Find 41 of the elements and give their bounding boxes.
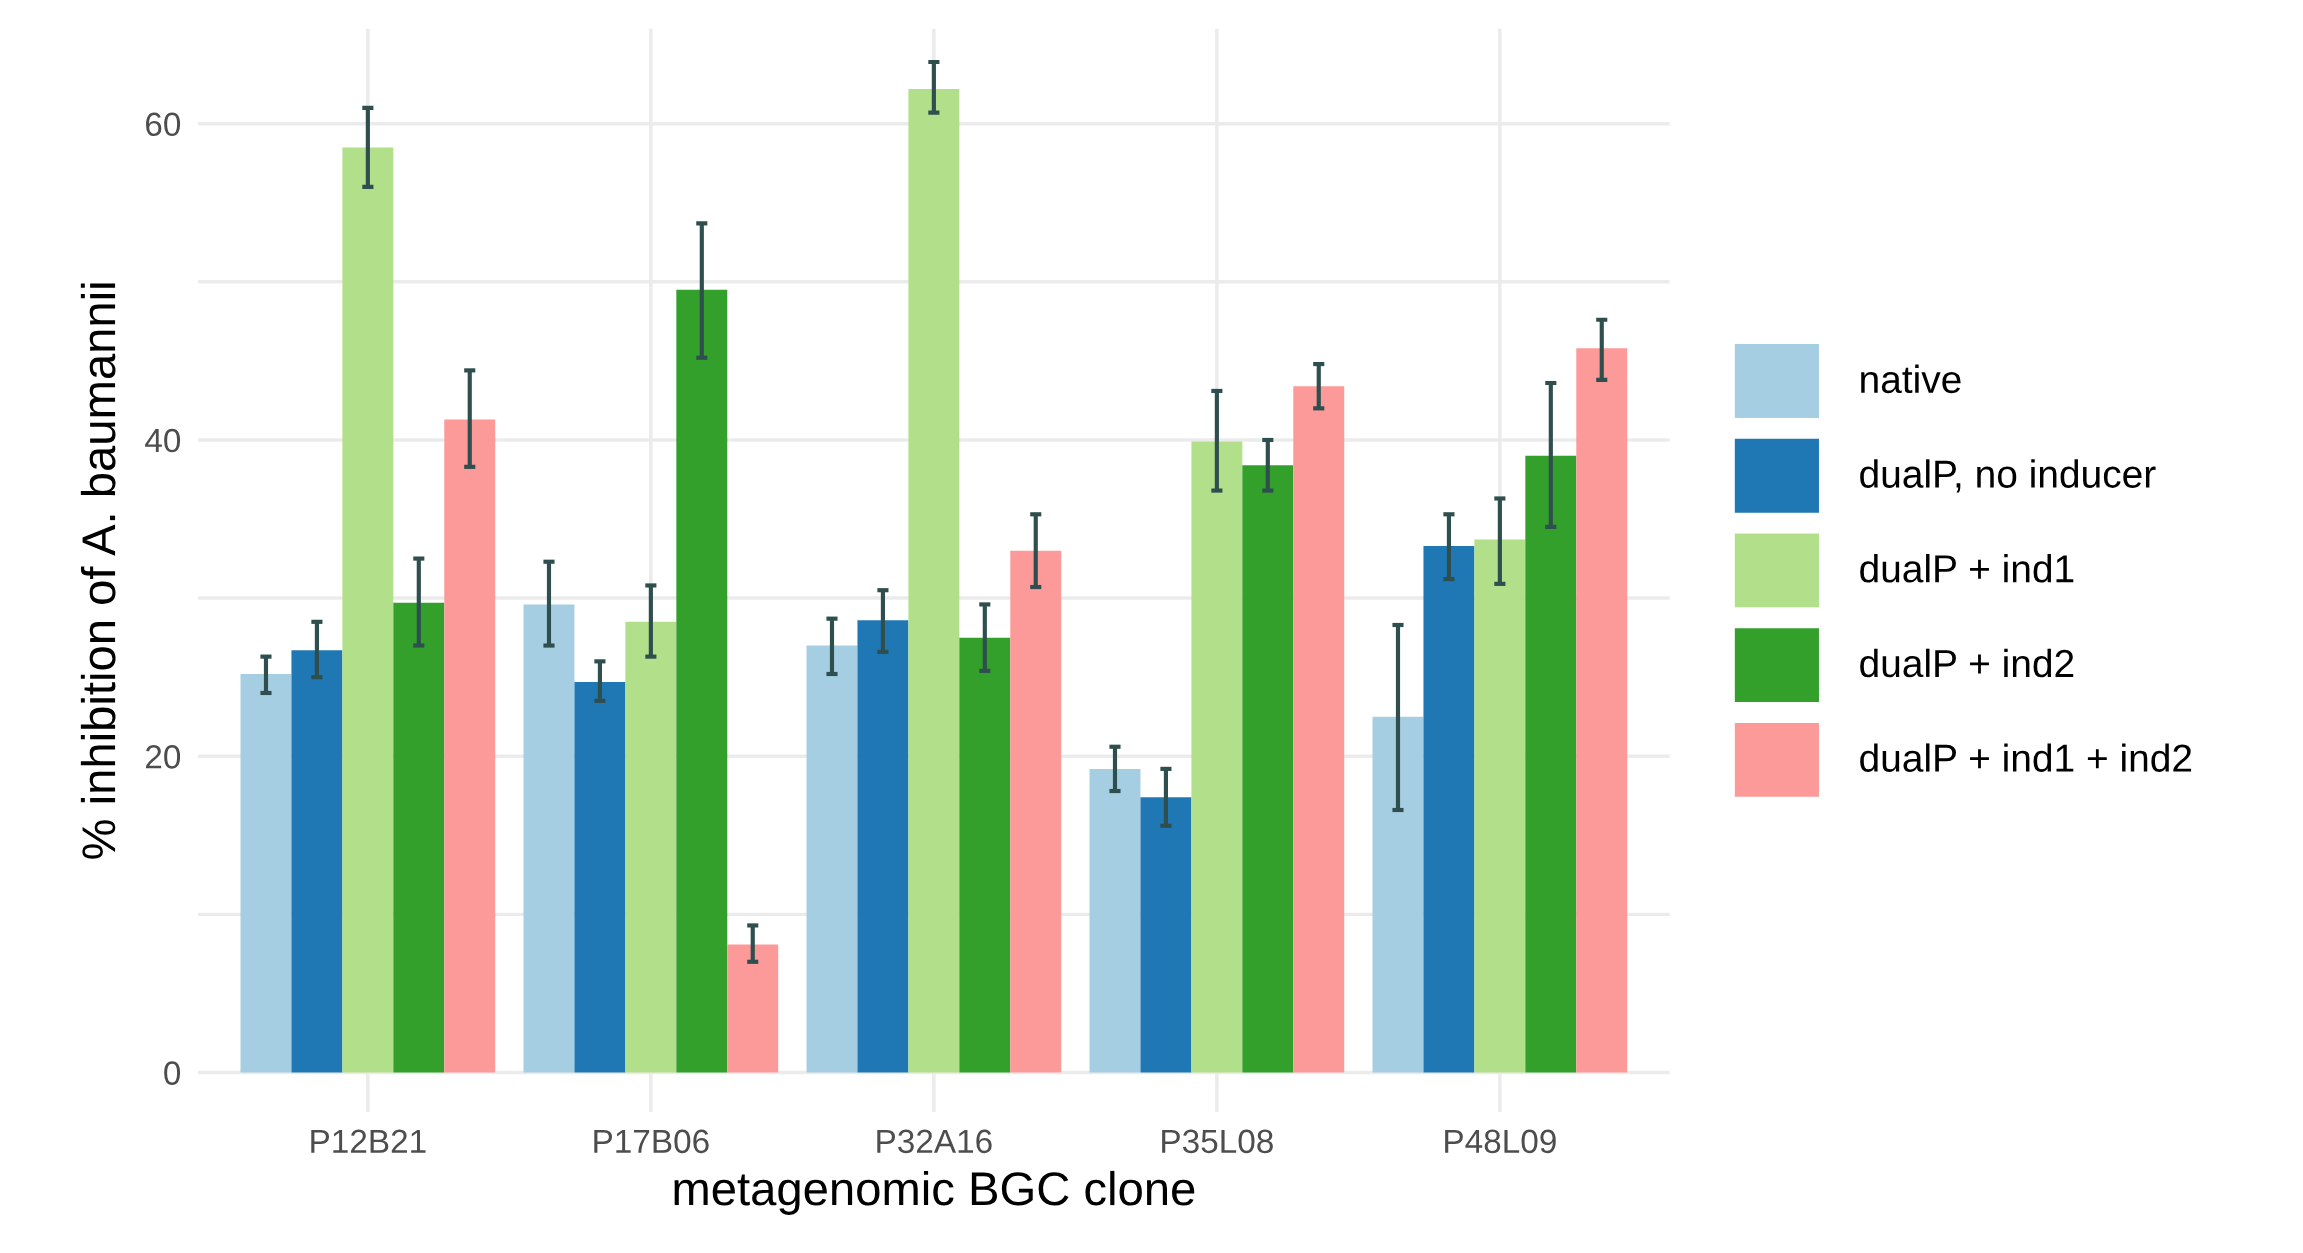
x-tick-label: P12B21 — [311, 1129, 426, 1153]
bar — [727, 944, 779, 1073]
bar — [676, 289, 728, 1073]
bar — [444, 419, 496, 1073]
legend-label: dualP + ind1 — [1860, 554, 2074, 583]
bar — [1242, 465, 1294, 1073]
bar — [625, 621, 677, 1073]
y-tick-label: 60 — [146, 112, 181, 137]
bar — [1191, 441, 1243, 1073]
bar — [1089, 768, 1141, 1073]
bar — [291, 650, 343, 1073]
y-tick-label: 20 — [146, 745, 181, 769]
y-axis-title: % inhibition of A. baumannii — [80, 283, 116, 859]
bar — [1010, 550, 1062, 1073]
bar — [1525, 455, 1577, 1073]
x-axis-title: metagenomic BGC clone — [674, 1170, 1195, 1215]
bar — [574, 681, 626, 1073]
bar — [240, 674, 292, 1073]
bar — [393, 602, 445, 1073]
y-tick-label: 40 — [145, 428, 181, 453]
legend-label: native — [1861, 364, 1961, 394]
bar — [523, 604, 575, 1073]
bar — [342, 147, 394, 1073]
bar — [1372, 716, 1424, 1073]
bar — [857, 620, 909, 1073]
bar — [1423, 545, 1475, 1073]
x-tick-label: P17B06 — [594, 1129, 709, 1154]
x-tick-label: P48L09 — [1445, 1129, 1556, 1154]
bar — [806, 645, 858, 1073]
legend-label: dualP + ind2 — [1860, 648, 2074, 678]
legend-label: dualP + ind1 + ind2 — [1860, 743, 2192, 772]
bar — [1140, 797, 1192, 1073]
legend-label: dualP, no inducer — [1860, 459, 2156, 493]
bar — [1576, 348, 1628, 1073]
bar — [1293, 386, 1345, 1073]
x-tick-label: P32A16 — [877, 1129, 992, 1154]
bar — [908, 88, 960, 1073]
x-tick-label: P35L08 — [1162, 1129, 1273, 1154]
bar — [959, 637, 1011, 1073]
y-tick-label: 0 — [164, 1061, 181, 1085]
bar — [1474, 539, 1526, 1073]
